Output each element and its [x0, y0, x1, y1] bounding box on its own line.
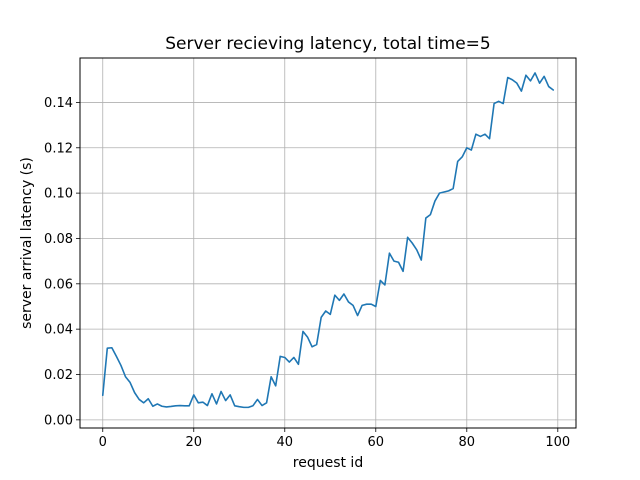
y-tick-label: 0.06	[44, 277, 73, 292]
y-tick-label: 0.04	[44, 323, 73, 338]
y-tick-label: 0.02	[44, 368, 73, 383]
plot-area-background	[80, 58, 576, 428]
x-tick-label: 60	[368, 435, 385, 450]
x-tick-label: 100	[545, 435, 570, 450]
x-tick-label: 0	[99, 435, 107, 450]
y-tick-label: 0.10	[44, 187, 73, 202]
y-tick-label: 0.14	[44, 96, 73, 111]
y-tick-label: 0.08	[44, 232, 73, 247]
x-tick-label: 20	[185, 435, 202, 450]
x-tick-label: 40	[276, 435, 293, 450]
chart-title: Server recieving latency, total time=5	[165, 34, 491, 54]
y-tick-label: 0.00	[44, 413, 73, 428]
x-axis-label: request id	[293, 455, 363, 471]
y-tick-label: 0.12	[44, 141, 73, 156]
y-axis-label: server arrival latency (s)	[19, 157, 35, 329]
x-tick-label: 80	[459, 435, 476, 450]
